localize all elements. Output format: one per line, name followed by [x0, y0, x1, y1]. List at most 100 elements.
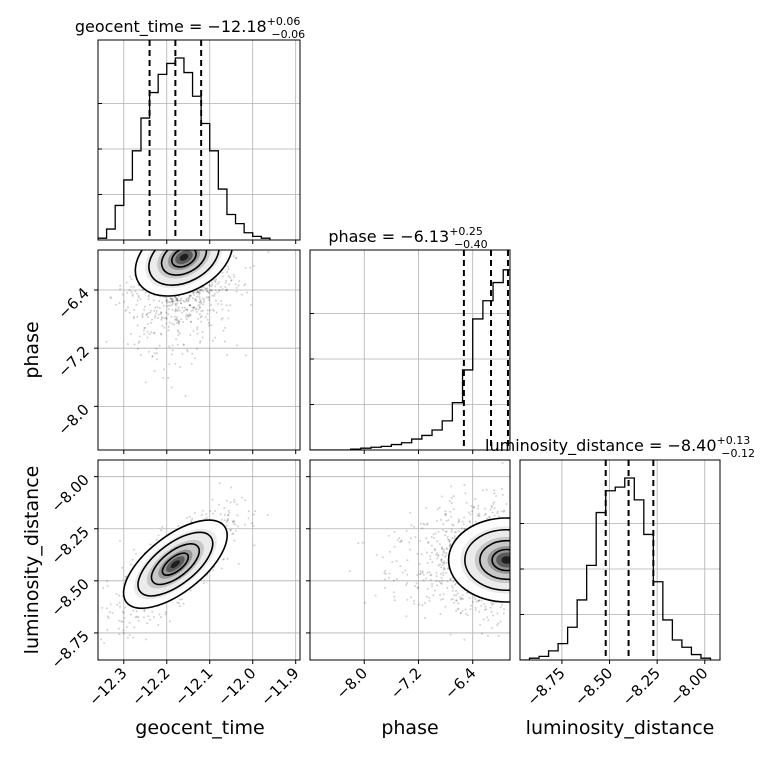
scatter-point — [453, 531, 456, 534]
histogram-bar — [218, 189, 227, 240]
scatter-point — [243, 284, 246, 287]
scatter-point — [473, 596, 476, 599]
scatter-point — [189, 589, 192, 592]
histogram-bar — [412, 439, 422, 450]
histogram-bar — [452, 403, 462, 450]
geocent-time-title: geocent_time = −12.18+0.06 −0.06 — [75, 15, 305, 41]
scatter-point — [250, 522, 253, 525]
scatter-point — [171, 299, 174, 302]
scatter-point — [457, 518, 460, 521]
scatter-point — [218, 289, 220, 292]
scatter-point — [171, 300, 174, 303]
scatter-point — [227, 268, 230, 271]
scatter-point — [138, 340, 141, 343]
scatter-point — [147, 615, 150, 618]
scatter-point — [196, 347, 199, 350]
scatter-point — [127, 306, 129, 309]
scatter-point — [440, 559, 443, 562]
scatter-point — [495, 495, 497, 497]
scatter-point — [425, 577, 427, 580]
scatter-point — [137, 294, 140, 297]
scatter-point — [211, 283, 214, 286]
scatter-point — [233, 501, 236, 504]
scatter-point — [422, 573, 425, 576]
scatter-point — [471, 510, 473, 513]
scatter-point — [421, 527, 424, 530]
scatter-point — [493, 507, 496, 510]
histogram-bar — [682, 647, 692, 660]
scatter-point — [443, 548, 445, 551]
scatter-point — [435, 580, 438, 583]
density-contours — [134, 250, 234, 297]
scatter-point — [492, 502, 495, 505]
scatter-point — [395, 560, 398, 563]
histogram-bar — [442, 421, 452, 450]
scatter-point — [205, 296, 208, 299]
scatter-point — [107, 617, 110, 619]
scatter-point — [185, 313, 188, 316]
scatter-point — [198, 298, 201, 301]
scatter-point — [118, 302, 121, 305]
scatter-point — [490, 601, 493, 604]
scatter-point — [454, 582, 457, 585]
scatter-point — [185, 297, 188, 300]
scatter-point — [188, 304, 191, 307]
histogram-bar — [549, 651, 559, 660]
scatter-point — [463, 516, 466, 519]
scatter-point — [188, 515, 191, 518]
scatter-point — [121, 566, 124, 569]
scatter-point — [458, 596, 461, 599]
scatter-point — [153, 370, 156, 373]
scatter-point — [128, 621, 131, 624]
scatter-point — [413, 585, 416, 588]
scatter-point — [162, 304, 165, 307]
scatter-point — [478, 512, 481, 515]
scatter-point — [155, 539, 158, 541]
scatter-point — [222, 329, 225, 332]
scatter-point — [455, 590, 458, 592]
scatter-point — [186, 308, 189, 311]
scatter-point — [218, 503, 220, 506]
scatter-point — [165, 317, 168, 320]
scatter-point — [461, 597, 463, 600]
scatter-point — [160, 316, 163, 319]
scatter-point — [161, 301, 164, 304]
scatter-point — [398, 537, 401, 540]
density-level — [170, 560, 181, 569]
scatter-point — [374, 594, 377, 597]
scatter-point — [421, 570, 424, 573]
scatter-point — [176, 297, 179, 300]
scatter-point — [177, 333, 180, 336]
y-tick-label: −8.00 — [48, 471, 93, 516]
scatter-point — [132, 548, 135, 551]
scatter-point — [474, 608, 477, 611]
scatter-point — [181, 353, 184, 356]
scatter-point — [141, 316, 144, 319]
scatter-point — [231, 520, 234, 523]
histogram-step-line — [310, 269, 510, 450]
scatter-point — [110, 297, 113, 300]
scatter-point — [128, 288, 131, 291]
scatter-point — [456, 592, 459, 595]
scatter-point — [499, 620, 502, 623]
scatter-point — [470, 604, 473, 607]
scatter-point — [200, 315, 203, 318]
scatter-point — [177, 330, 180, 333]
scatter-point — [174, 296, 177, 299]
scatter-point — [214, 280, 217, 283]
scatter-point — [120, 620, 123, 623]
scatter-point — [233, 499, 236, 501]
scatter-point — [477, 513, 480, 516]
scatter-point — [200, 288, 203, 291]
scatter-point — [409, 537, 412, 540]
scatter-point — [175, 309, 177, 312]
scatter-point — [192, 293, 195, 296]
scatter-point — [436, 552, 439, 555]
scatter-point — [435, 575, 438, 578]
scatter-point — [175, 338, 178, 341]
scatter-point — [443, 568, 446, 570]
scatter-point — [199, 341, 201, 344]
scatter-point — [196, 295, 199, 298]
scatter-point — [157, 534, 160, 537]
scatter-point — [144, 638, 147, 641]
